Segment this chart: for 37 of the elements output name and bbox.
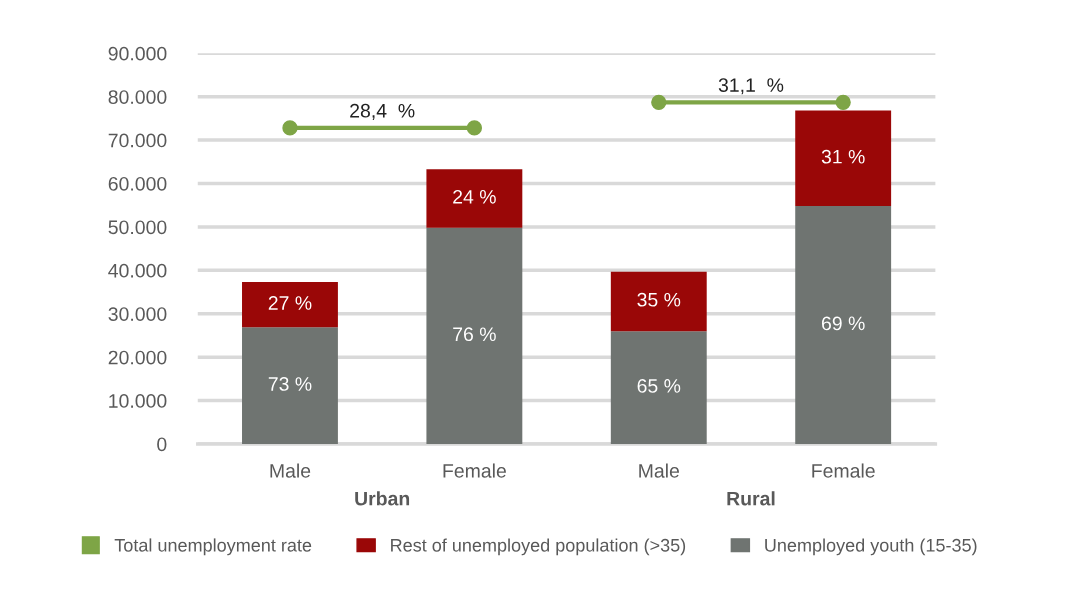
y-tick-label: 50.000 bbox=[108, 220, 167, 235]
text: Rural bbox=[727, 491, 775, 506]
annotation: 28,4 % bbox=[350, 103, 415, 120]
text: Urban bbox=[355, 491, 410, 506]
y-tick-label: 10.000 bbox=[109, 394, 167, 408]
y-tick-label: 60.000 bbox=[108, 176, 167, 191]
legend-label: Unemployed youth (15-35) bbox=[765, 538, 977, 556]
y-tick-label: 0 bbox=[157, 437, 167, 452]
bar bbox=[795, 206, 892, 444]
x-tick-label: Female bbox=[812, 463, 875, 478]
y-tick-label: 80.000 bbox=[108, 90, 167, 104]
bar bbox=[795, 110, 892, 207]
annotation: 76 % bbox=[453, 327, 496, 342]
y-tick-label: 20.000 bbox=[108, 350, 167, 365]
y-tick-label: 90.000 bbox=[108, 46, 167, 61]
x-tick-label: Male bbox=[639, 463, 679, 478]
annotation: 27 % bbox=[268, 296, 312, 310]
annotation: 31 % bbox=[821, 149, 865, 164]
legend-label: Total unemployment rate bbox=[114, 538, 312, 556]
bar bbox=[426, 169, 523, 228]
bar bbox=[610, 271, 707, 332]
y-tick-label: 40.000 bbox=[108, 263, 167, 278]
annotation: 65 % bbox=[637, 379, 681, 393]
annotation: 35 % bbox=[637, 292, 681, 307]
bar bbox=[242, 282, 338, 328]
x-tick-label: Female bbox=[443, 463, 506, 478]
y-tick-label: 30.000 bbox=[108, 307, 167, 321]
annotation: 31,1 % bbox=[718, 78, 784, 95]
bar bbox=[426, 227, 523, 444]
bar bbox=[242, 327, 338, 444]
legend-label: Rest of unemployed population (>35) bbox=[391, 538, 686, 556]
y-tick-label: 70.000 bbox=[108, 133, 167, 148]
annotation: 69 % bbox=[822, 316, 865, 331]
annotation: 24 % bbox=[453, 189, 496, 204]
bar bbox=[610, 331, 707, 444]
annotation: 73 % bbox=[268, 377, 312, 391]
x-tick-label: Male bbox=[270, 463, 311, 478]
